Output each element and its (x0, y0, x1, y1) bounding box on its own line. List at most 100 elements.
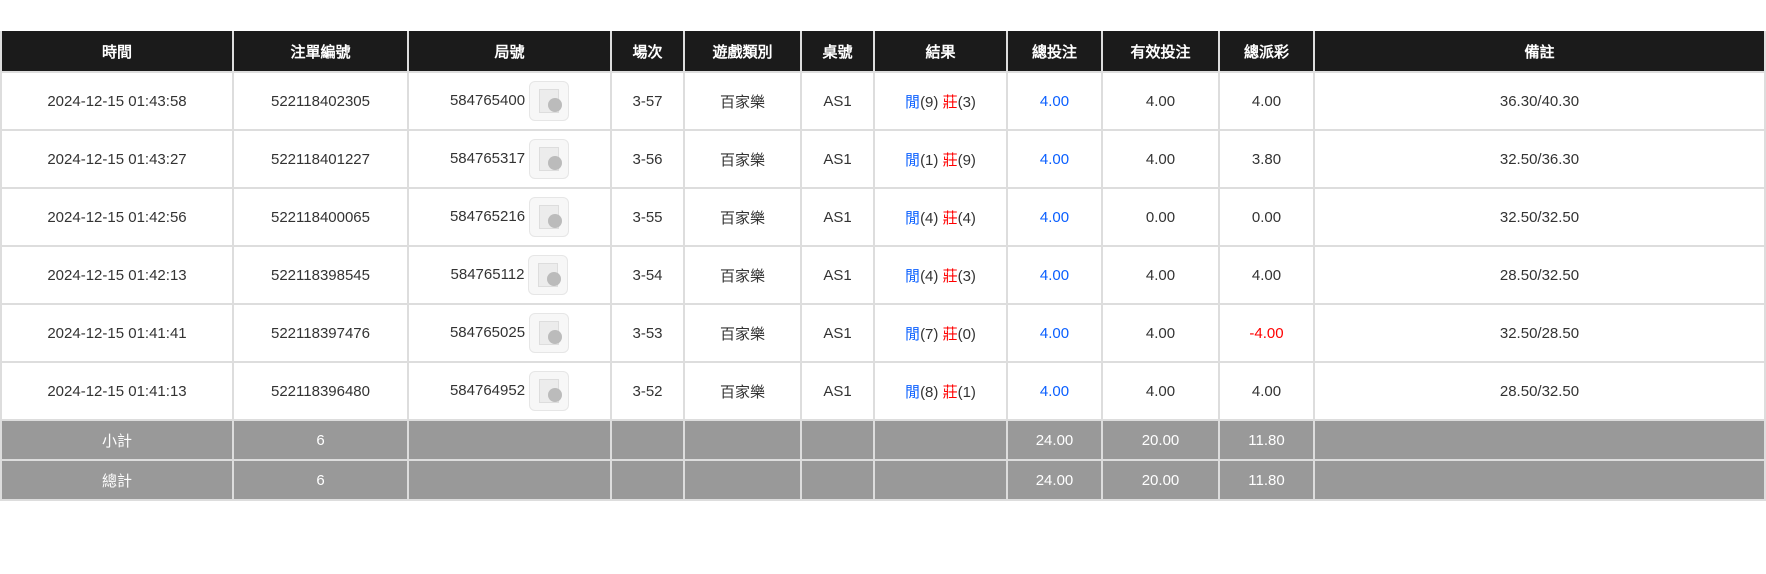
table-row: 2024-12-15 01:43:58 522118402305 5847654… (0, 71, 1766, 131)
summary-valid-bet: 20.00 (1101, 419, 1220, 461)
bet-id-cell: 522118396480 (232, 361, 409, 421)
payout-cell: 0.00 (1218, 187, 1315, 247)
banker-label: 莊 (942, 209, 958, 227)
valid-bet-cell: 4.00 (1101, 303, 1220, 363)
video-replay-icon[interactable] (529, 139, 570, 179)
video-replay-icon[interactable] (529, 197, 570, 237)
round-number: 584764952 (449, 381, 526, 399)
time-cell: 2024-12-15 01:42:13 (0, 245, 234, 305)
summary-valid-bet: 20.00 (1101, 459, 1220, 501)
video-replay-icon[interactable] (528, 255, 569, 295)
player-label: 閒 (905, 93, 921, 111)
summary-label: 小計 (0, 419, 234, 461)
note-cell: 36.30/40.30 (1313, 71, 1766, 131)
table-row: 2024-12-15 01:41:41 522118397476 5847650… (0, 303, 1766, 363)
game-type-cell: 百家樂 (683, 187, 802, 247)
banker-label: 莊 (942, 93, 958, 111)
table-no-cell: AS1 (800, 361, 875, 421)
total-bet-cell: 4.00 (1006, 187, 1103, 247)
round-number: 584765112 (450, 265, 525, 283)
banker-score: (3) (957, 267, 976, 285)
summary-total-bet: 24.00 (1006, 459, 1103, 501)
result-cell: 閒(4) 莊(4) (873, 187, 1008, 247)
banker-label: 莊 (942, 325, 958, 343)
result-cell: 閒(1) 莊(9) (873, 129, 1008, 189)
game-type-cell: 百家樂 (683, 245, 802, 305)
total-bet-cell: 4.00 (1006, 71, 1103, 131)
round-number: 584765025 (449, 323, 526, 341)
table-header: 時間 注單編號 局號 場次 遊戲類別 桌號 結果 總投注 有效投注 總派彩 備註 (0, 31, 1766, 73)
shoe-cell: 3-53 (610, 303, 685, 363)
player-score: (7) (920, 325, 939, 343)
header-valid-bet: 有效投注 (1101, 31, 1220, 73)
bet-id-cell: 522118402305 (232, 71, 409, 131)
table-no-cell: AS1 (800, 187, 875, 247)
note-cell: 32.50/36.30 (1313, 129, 1766, 189)
video-replay-icon[interactable] (529, 313, 570, 353)
player-label: 閒 (905, 267, 921, 285)
player-label: 閒 (905, 151, 921, 169)
note-cell: 28.50/32.50 (1313, 361, 1766, 421)
valid-bet-cell: 4.00 (1101, 361, 1220, 421)
summary-label: 總計 (0, 459, 234, 501)
bet-id-cell: 522118398545 (232, 245, 409, 305)
shoe-cell: 3-52 (610, 361, 685, 421)
banker-score: (9) (957, 151, 976, 169)
player-score: (4) (920, 267, 939, 285)
player-label: 閒 (905, 383, 921, 401)
player-score: (4) (920, 209, 939, 227)
result-cell: 閒(9) 莊(3) (873, 71, 1008, 131)
total-bet-cell: 4.00 (1006, 303, 1103, 363)
header-payout: 總派彩 (1218, 31, 1315, 73)
player-score: (8) (920, 383, 939, 401)
banker-label: 莊 (942, 151, 958, 169)
header-table-no: 桌號 (800, 31, 875, 73)
round-cell: 584765112 (407, 245, 612, 305)
banker-score: (3) (957, 93, 976, 111)
round-cell: 584765317 (407, 129, 612, 189)
table-no-cell: AS1 (800, 303, 875, 363)
banker-label: 莊 (942, 267, 958, 285)
time-cell: 2024-12-15 01:43:27 (0, 129, 234, 189)
total-bet-cell: 4.00 (1006, 129, 1103, 189)
round-cell: 584765400 (407, 71, 612, 131)
bet-id-cell: 522118401227 (232, 129, 409, 189)
video-replay-icon[interactable] (529, 371, 570, 411)
valid-bet-cell: 4.00 (1101, 245, 1220, 305)
time-cell: 2024-12-15 01:43:58 (0, 71, 234, 131)
table-row: 2024-12-15 01:42:13 522118398545 5847651… (0, 245, 1766, 305)
summary-payout: 11.80 (1218, 459, 1315, 501)
game-type-cell: 百家樂 (683, 361, 802, 421)
total-bet-cell: 4.00 (1006, 361, 1103, 421)
banker-score: (0) (957, 325, 976, 343)
header-game-type: 遊戲類別 (683, 31, 802, 73)
valid-bet-cell: 0.00 (1101, 187, 1220, 247)
table-no-cell: AS1 (800, 71, 875, 131)
table-row: 2024-12-15 01:41:13 522118396480 5847649… (0, 361, 1766, 421)
summary-total-bet: 24.00 (1006, 419, 1103, 461)
game-type-cell: 百家樂 (683, 129, 802, 189)
game-type-cell: 百家樂 (683, 303, 802, 363)
header-result: 結果 (873, 31, 1008, 73)
banker-score: (4) (957, 209, 976, 227)
player-score: (1) (920, 151, 939, 169)
round-cell: 584765216 (407, 187, 612, 247)
summary-payout: 11.80 (1218, 419, 1315, 461)
table-no-cell: AS1 (800, 129, 875, 189)
payout-cell: 4.00 (1218, 71, 1315, 131)
table-no-cell: AS1 (800, 245, 875, 305)
round-cell: 584764952 (407, 361, 612, 421)
bet-records-table: 時間 注單編號 局號 場次 遊戲類別 桌號 結果 總投注 有效投注 總派彩 備註 2024-12-1… (0, 31, 1766, 501)
payout-cell: 3.80 (1218, 129, 1315, 189)
table-row: 2024-12-15 01:43:27 522118401227 5847653… (0, 129, 1766, 189)
header-time: 時間 (0, 31, 234, 73)
valid-bet-cell: 4.00 (1101, 129, 1220, 189)
round-number: 584765216 (449, 207, 526, 225)
total-bet-cell: 4.00 (1006, 245, 1103, 305)
video-replay-icon[interactable] (529, 81, 570, 121)
player-label: 閒 (905, 325, 921, 343)
shoe-cell: 3-55 (610, 187, 685, 247)
shoe-cell: 3-54 (610, 245, 685, 305)
bet-id-cell: 522118397476 (232, 303, 409, 363)
time-cell: 2024-12-15 01:41:13 (0, 361, 234, 421)
